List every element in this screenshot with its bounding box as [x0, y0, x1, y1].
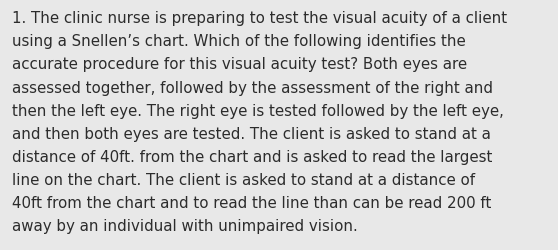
Text: away by an individual with unimpaired vision.: away by an individual with unimpaired vi…	[12, 218, 358, 233]
Text: accurate procedure for this visual acuity test? Both eyes are: accurate procedure for this visual acuit…	[12, 57, 468, 72]
Text: assessed together, followed by the assessment of the right and: assessed together, followed by the asses…	[12, 80, 493, 95]
Text: line on the chart. The client is asked to stand at a distance of: line on the chart. The client is asked t…	[12, 172, 475, 187]
Text: 40ft from the chart and to read the line than can be read 200 ft: 40ft from the chart and to read the line…	[12, 195, 492, 210]
Text: using a Snellen’s chart. Which of the following identifies the: using a Snellen’s chart. Which of the fo…	[12, 34, 466, 49]
Text: then the left eye. The right eye is tested followed by the left eye,: then the left eye. The right eye is test…	[12, 103, 504, 118]
Text: distance of 40ft. from the chart and is asked to read the largest: distance of 40ft. from the chart and is …	[12, 149, 493, 164]
Text: 1. The clinic nurse is preparing to test the visual acuity of a client: 1. The clinic nurse is preparing to test…	[12, 11, 507, 26]
Text: and then both eyes are tested. The client is asked to stand at a: and then both eyes are tested. The clien…	[12, 126, 491, 141]
